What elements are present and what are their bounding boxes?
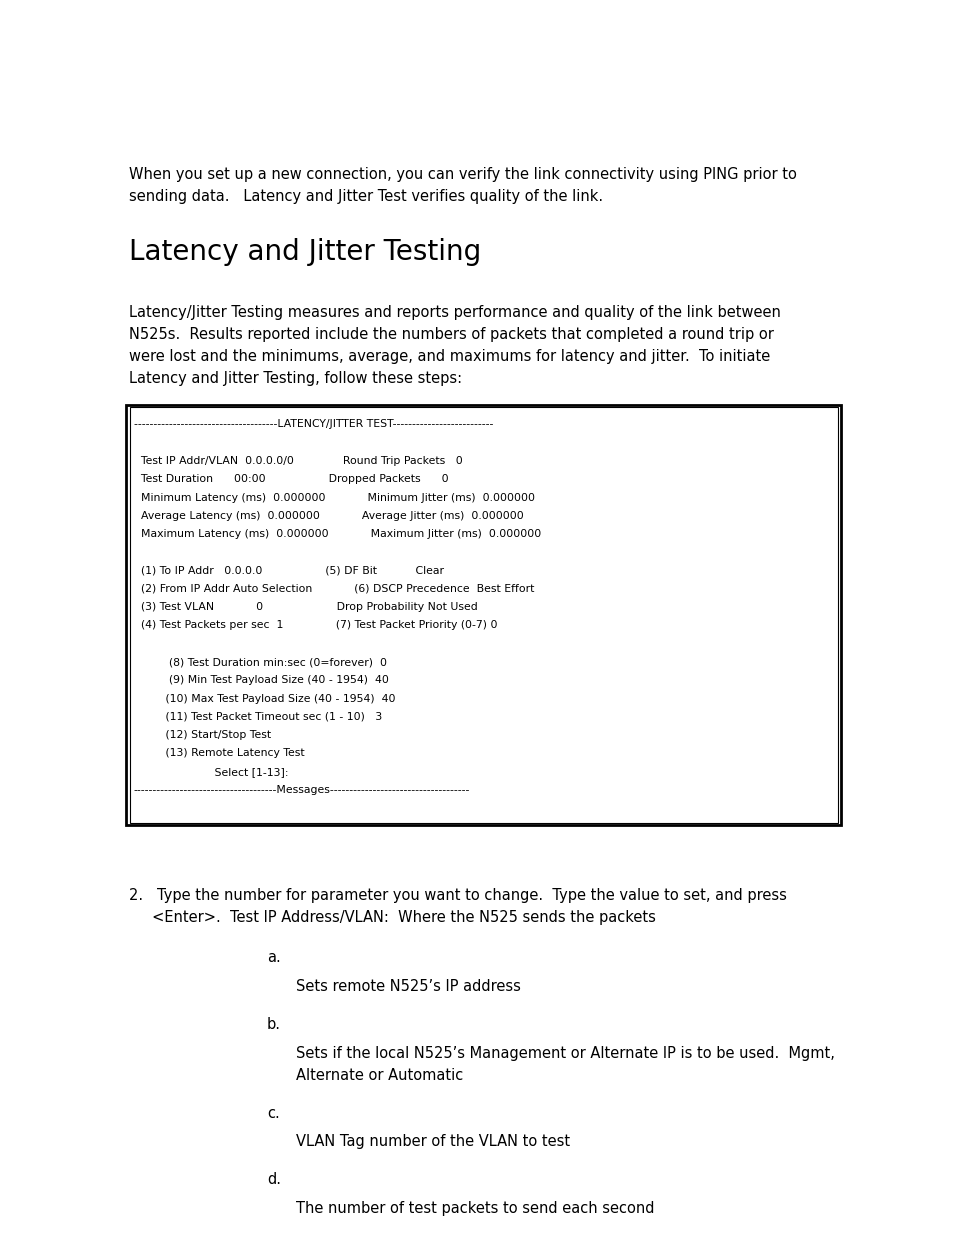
Text: Maximum Latency (ms)  0.000000            Maximum Jitter (ms)  0.000000: Maximum Latency (ms) 0.000000 Maximum Ji… <box>133 529 540 538</box>
Text: VLAN Tag number of the VLAN to test: VLAN Tag number of the VLAN to test <box>295 1135 569 1150</box>
Text: (4) Test Packets per sec  1               (7) Test Packet Priority (0-7) 0: (4) Test Packets per sec 1 (7) Test Pack… <box>133 620 497 630</box>
Bar <box>130 408 837 823</box>
Text: -------------------------------------Messages-----------------------------------: -------------------------------------Mes… <box>133 785 470 795</box>
Text: a.: a. <box>267 950 280 965</box>
Text: (3) Test VLAN            0                     Drop Probability Not Used: (3) Test VLAN 0 Drop Probability Not Use… <box>133 603 476 613</box>
Text: N525s.  Results reported include the numbers of packets that completed a round t: N525s. Results reported include the numb… <box>129 327 773 342</box>
Text: Average Latency (ms)  0.000000            Average Jitter (ms)  0.000000: Average Latency (ms) 0.000000 Average Ji… <box>133 511 523 521</box>
Text: Sets remote N525’s IP address: Sets remote N525’s IP address <box>295 979 520 994</box>
Text: (1) To IP Addr   0.0.0.0                  (5) DF Bit           Clear: (1) To IP Addr 0.0.0.0 (5) DF Bit Clear <box>133 566 443 576</box>
Text: c.: c. <box>267 1105 279 1120</box>
Text: When you set up a new connection, you can verify the link connectivity using PIN: When you set up a new connection, you ca… <box>129 167 796 182</box>
Text: The number of test packets to send each second: The number of test packets to send each … <box>295 1202 654 1216</box>
Text: (2) From IP Addr Auto Selection            (6) DSCP Precedence  Best Effort: (2) From IP Addr Auto Selection (6) DSCP… <box>133 584 534 594</box>
Text: were lost and the minimums, average, and maximums for latency and jitter.  To in: were lost and the minimums, average, and… <box>129 350 769 364</box>
Text: d.: d. <box>267 1172 281 1187</box>
Text: Latency/Jitter Testing measures and reports performance and quality of the link : Latency/Jitter Testing measures and repo… <box>129 305 780 320</box>
Text: Latency and Jitter Testing: Latency and Jitter Testing <box>129 238 480 266</box>
Text: (11) Test Packet Timeout sec (1 - 10)   3: (11) Test Packet Timeout sec (1 - 10) 3 <box>133 711 381 721</box>
Text: (13) Remote Latency Test: (13) Remote Latency Test <box>133 748 304 758</box>
Text: Select [1-13]:: Select [1-13]: <box>133 767 288 777</box>
Text: Test Duration      00:00                  Dropped Packets      0: Test Duration 00:00 Dropped Packets 0 <box>133 474 448 484</box>
Text: Sets if the local N525’s Management or Alternate IP is to be used.  Mgmt,: Sets if the local N525’s Management or A… <box>295 1046 834 1061</box>
Text: (10) Max Test Payload Size (40 - 1954)  40: (10) Max Test Payload Size (40 - 1954) 4… <box>133 694 395 704</box>
Text: <Enter>.  Test IP Address/VLAN:  Where the N525 sends the packets: <Enter>. Test IP Address/VLAN: Where the… <box>129 910 655 925</box>
Text: (12) Start/Stop Test: (12) Start/Stop Test <box>133 730 271 740</box>
Text: (8) Test Duration min:sec (0=forever)  0: (8) Test Duration min:sec (0=forever) 0 <box>133 657 386 667</box>
Text: Alternate or Automatic: Alternate or Automatic <box>295 1068 462 1083</box>
Text: sending data.   Latency and Jitter Test verifies quality of the link.: sending data. Latency and Jitter Test ve… <box>129 189 602 204</box>
Text: Minimum Latency (ms)  0.000000            Minimum Jitter (ms)  0.000000: Minimum Latency (ms) 0.000000 Minimum Ji… <box>133 493 534 503</box>
Text: 2.   Type the number for parameter you want to change.  Type the value to set, a: 2. Type the number for parameter you wan… <box>129 888 786 903</box>
Text: -------------------------------------LATENCY/JITTER TEST------------------------: -------------------------------------LAT… <box>133 420 493 430</box>
Text: (9) Min Test Payload Size (40 - 1954)  40: (9) Min Test Payload Size (40 - 1954) 40 <box>133 676 388 685</box>
Text: b.: b. <box>267 1016 281 1031</box>
Bar <box>126 405 841 825</box>
Text: Latency and Jitter Testing, follow these steps:: Latency and Jitter Testing, follow these… <box>129 372 461 387</box>
Text: Test IP Addr/VLAN  0.0.0.0/0              Round Trip Packets   0: Test IP Addr/VLAN 0.0.0.0/0 Round Trip P… <box>133 456 462 466</box>
